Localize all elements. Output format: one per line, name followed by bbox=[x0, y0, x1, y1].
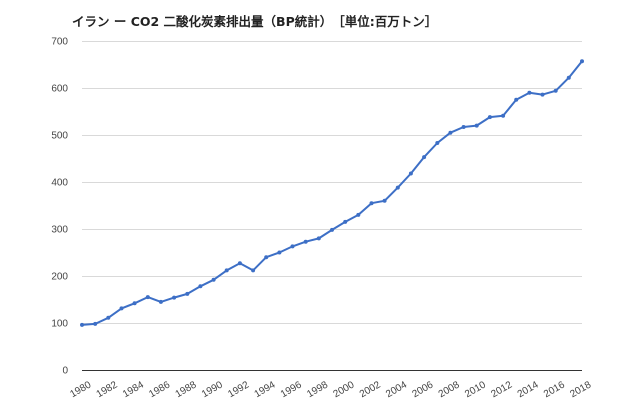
data-point bbox=[501, 113, 506, 118]
data-point bbox=[185, 291, 190, 296]
x-tick-label: 1998 bbox=[305, 379, 330, 400]
x-tick-label: 1992 bbox=[226, 379, 251, 400]
data-point bbox=[540, 92, 545, 97]
data-point bbox=[251, 268, 256, 273]
x-tick-label: 1986 bbox=[147, 379, 172, 400]
data-point bbox=[119, 306, 124, 311]
y-tick-label: 200 bbox=[51, 272, 68, 283]
data-point bbox=[395, 185, 400, 190]
data-point bbox=[435, 141, 440, 145]
y-tick-label: 700 bbox=[51, 37, 68, 48]
data-point bbox=[474, 123, 479, 128]
data-point bbox=[211, 277, 216, 282]
x-tick-label: 2012 bbox=[489, 379, 514, 400]
x-tick-label: 1990 bbox=[200, 379, 225, 400]
data-point bbox=[343, 219, 348, 224]
x-tick-label: 2014 bbox=[516, 379, 541, 400]
x-tick-label: 1988 bbox=[174, 379, 199, 400]
x-tick-label: 1996 bbox=[279, 379, 304, 400]
data-point bbox=[408, 171, 413, 176]
series-group bbox=[80, 59, 584, 327]
data-point bbox=[106, 315, 111, 320]
data-point bbox=[290, 244, 295, 249]
data-point bbox=[369, 201, 374, 206]
data-point bbox=[461, 125, 466, 129]
x-tick-label: 1984 bbox=[121, 379, 146, 400]
data-point bbox=[316, 236, 321, 241]
x-tick-label: 1994 bbox=[253, 379, 278, 400]
data-point bbox=[158, 299, 163, 304]
data-point bbox=[303, 239, 308, 244]
x-tick-label: 2008 bbox=[437, 379, 462, 400]
data-point bbox=[224, 268, 229, 273]
data-point bbox=[422, 155, 427, 160]
data-point bbox=[264, 255, 269, 260]
data-point bbox=[330, 227, 334, 232]
data-point bbox=[580, 59, 584, 64]
gridlines bbox=[82, 41, 582, 371]
x-tick-label: 2002 bbox=[358, 379, 383, 400]
x-tick-label: 2000 bbox=[332, 379, 357, 400]
y-tick-label: 600 bbox=[51, 84, 68, 95]
x-tick-label: 2010 bbox=[463, 379, 488, 400]
data-point bbox=[172, 295, 177, 300]
data-point bbox=[277, 250, 282, 255]
data-point bbox=[356, 212, 361, 217]
y-tick-label: 0 bbox=[62, 366, 68, 377]
y-tick-label: 100 bbox=[51, 319, 68, 330]
x-tick-label: 1982 bbox=[95, 379, 120, 400]
data-point bbox=[132, 301, 137, 306]
data-point bbox=[527, 90, 532, 95]
y-tick-label: 300 bbox=[51, 225, 68, 236]
data-point bbox=[93, 321, 98, 326]
series-line bbox=[81, 60, 583, 326]
x-tick-label: 2004 bbox=[384, 379, 409, 400]
data-point bbox=[514, 97, 519, 102]
y-axis-tick-labels: 0 100 200 300 400 500 600 700 bbox=[51, 37, 68, 377]
data-point bbox=[145, 295, 150, 300]
x-tick-label: 2006 bbox=[410, 379, 435, 400]
data-point bbox=[487, 115, 492, 120]
chart-title: イラン ー CO2 二酸化炭素排出量（BP統計） ［単位:百万トン］ bbox=[72, 14, 438, 29]
data-point bbox=[448, 130, 453, 135]
x-tick-label: 1980 bbox=[68, 379, 93, 400]
x-tick-label: 2018 bbox=[568, 379, 593, 400]
data-point bbox=[80, 322, 84, 327]
x-axis-tick-labels: 1980 1982 1984 1986 1988 1990 1992 1994 1996 1998… bbox=[68, 379, 593, 400]
y-tick-label: 400 bbox=[51, 178, 68, 189]
data-point bbox=[566, 75, 571, 80]
data-point bbox=[553, 88, 558, 93]
data-point bbox=[382, 198, 387, 203]
y-tick-label: 500 bbox=[51, 131, 68, 142]
data-point bbox=[198, 284, 203, 289]
x-tick-label: 2016 bbox=[542, 379, 567, 400]
data-point bbox=[237, 261, 242, 266]
